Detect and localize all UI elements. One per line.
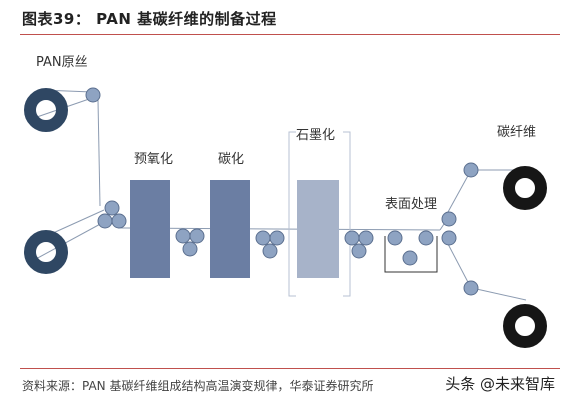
guide-roller bbox=[85, 87, 101, 103]
label-pan-precursor: PAN原丝 bbox=[36, 55, 88, 70]
roller-cluster-1 bbox=[175, 228, 205, 257]
surface-treatment-bath bbox=[384, 236, 438, 273]
source-note: 资料来源：PAN 基碳纤维组成结构高温演变规律，华泰证券研究所 bbox=[22, 379, 374, 393]
precursor-spool-top bbox=[24, 88, 68, 132]
label-carbonization: 碳化 bbox=[218, 152, 244, 167]
figure-title: 图表39： PAN 基碳纤维的制备过程 bbox=[22, 10, 277, 28]
upper-take-up-roller bbox=[463, 162, 479, 178]
carbon-fiber-spool-bottom bbox=[503, 304, 547, 348]
roller-cluster-3 bbox=[344, 230, 374, 259]
pre-oxidation-furnace bbox=[130, 180, 170, 278]
carbonization-furnace bbox=[210, 180, 250, 278]
carbon-fiber-spool-top bbox=[503, 166, 547, 210]
label-surface-treatment: 表面处理 bbox=[385, 197, 437, 212]
entry-roller-cluster bbox=[97, 200, 127, 229]
lower-take-up-roller bbox=[463, 280, 479, 296]
watermark: 头条 @未来智库 bbox=[445, 375, 555, 393]
exit-rollers bbox=[441, 211, 457, 246]
surface-treatment-rollers bbox=[387, 230, 434, 266]
label-carbon-fiber: 碳纤维 bbox=[497, 125, 536, 140]
roller-cluster-2 bbox=[255, 230, 285, 259]
fiber-path bbox=[33, 89, 527, 301]
graphitization-furnace bbox=[297, 180, 339, 278]
precursor-spool-bottom bbox=[24, 230, 68, 274]
label-graphitization: 石墨化 bbox=[296, 128, 335, 143]
source-divider bbox=[20, 368, 560, 369]
graphitization-bracket bbox=[288, 131, 351, 297]
title-divider bbox=[20, 34, 560, 35]
label-pre-oxidation: 预氧化 bbox=[134, 152, 173, 167]
